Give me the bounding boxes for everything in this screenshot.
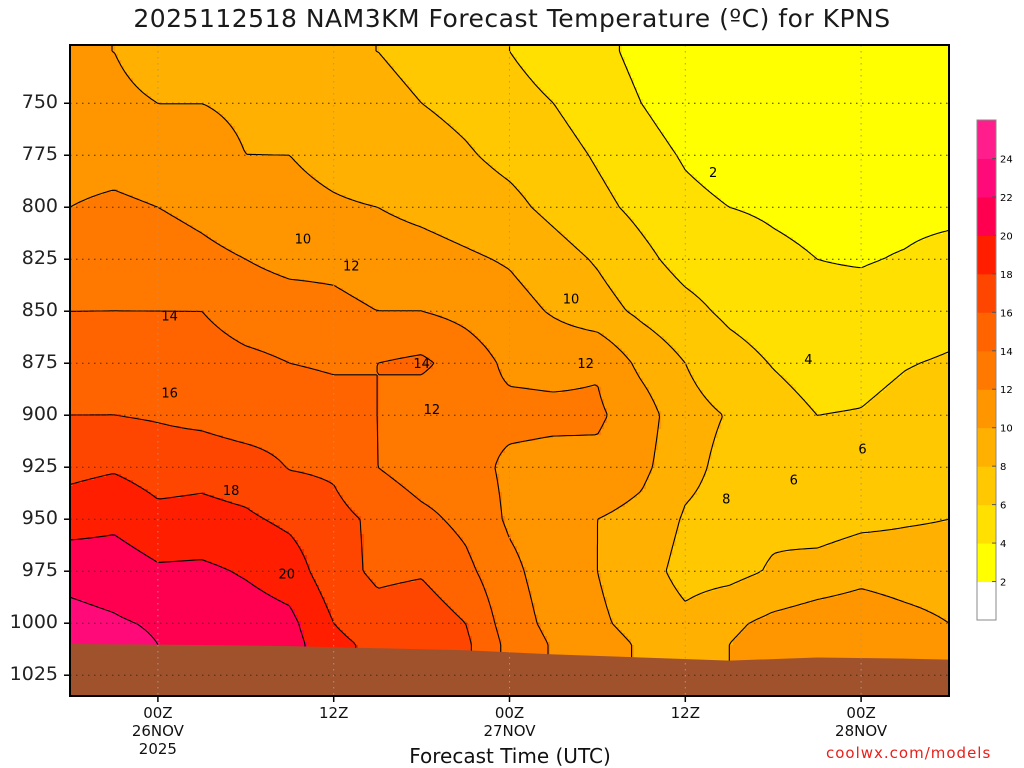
contour-label: 12	[577, 357, 594, 372]
x-tick-label-line3: 2025	[138, 740, 177, 758]
gridlines	[70, 45, 949, 696]
contour-10	[111, 45, 949, 696]
x-tick-label: 00Z 27NOV	[470, 704, 550, 740]
x-tick-label: 00Z 28NOV	[821, 704, 901, 740]
contour-label: 10	[295, 232, 312, 247]
y-tick-label: 775	[21, 143, 58, 166]
contour-label: 14	[161, 309, 178, 324]
y-tick-label: 850	[21, 299, 58, 322]
y-tick-label: 875	[21, 351, 58, 374]
x-tick-label-line2: 27NOV	[483, 722, 536, 740]
x-tick-label: 12Z	[645, 704, 725, 722]
contour-labels: 2 4 6 6 8 10 10 12 12 12 14 14 16 18 20	[161, 166, 866, 582]
y-tick-label: 825	[21, 247, 58, 270]
y-tick-label: 1000	[9, 611, 58, 634]
y-tick-label: 750	[21, 91, 58, 114]
x-tick-label-line1: 00Z	[846, 704, 876, 722]
source-credit: coolwx.com/models	[826, 744, 992, 762]
y-tick-label: 1025	[9, 663, 58, 686]
contour-label: 8	[722, 492, 730, 507]
x-tick-label-line1: 00Z	[143, 704, 173, 722]
x-tick-label: 12Z	[294, 704, 374, 722]
x-tick-label-line1: 00Z	[494, 704, 525, 722]
axis-ticks	[64, 102, 862, 702]
contour-label: 6	[790, 474, 798, 489]
x-tick-label-line2: 26NOV	[131, 722, 184, 740]
contour-18	[70, 473, 357, 696]
x-tick-label-line1: 12Z	[319, 704, 349, 722]
contour-label: 10	[563, 293, 580, 308]
contour-4	[618, 45, 949, 269]
y-tick-label: 800	[21, 195, 58, 218]
temperature-fill	[70, 45, 949, 696]
y-tick-label: 900	[21, 403, 58, 426]
contour-12	[70, 189, 608, 696]
contour-label: 16	[161, 386, 178, 401]
x-tick-label-line1: 12Z	[670, 704, 700, 722]
x-tick-label-line2: 28NOV	[835, 722, 888, 740]
x-axis-label: Forecast Time (UTC)	[409, 744, 611, 768]
temperature-contours	[70, 45, 949, 696]
contour-label: 12	[424, 403, 441, 418]
y-tick-label: 925	[21, 455, 58, 478]
contour-label: 12	[343, 259, 360, 274]
contour-label: 20	[279, 567, 296, 582]
contour-label: 18	[223, 484, 240, 499]
contour-8	[375, 45, 949, 602]
contour-label: 2	[709, 166, 717, 181]
y-tick-label: 975	[21, 559, 58, 582]
contour-label: 14	[413, 357, 430, 372]
contour-label: 6	[858, 442, 866, 457]
chart-title: 2025112518 NAM3KM Forecast Temperature (…	[133, 4, 891, 33]
y-tick-label: 950	[21, 507, 58, 530]
contour-label: 4	[804, 353, 812, 368]
x-tick-label: 00Z 26NOV 2025	[118, 704, 198, 758]
